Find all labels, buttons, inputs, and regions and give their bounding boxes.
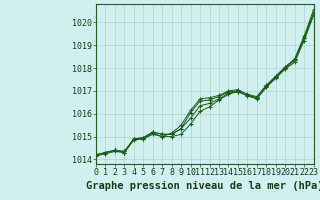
X-axis label: Graphe pression niveau de la mer (hPa): Graphe pression niveau de la mer (hPa) — [86, 181, 320, 191]
